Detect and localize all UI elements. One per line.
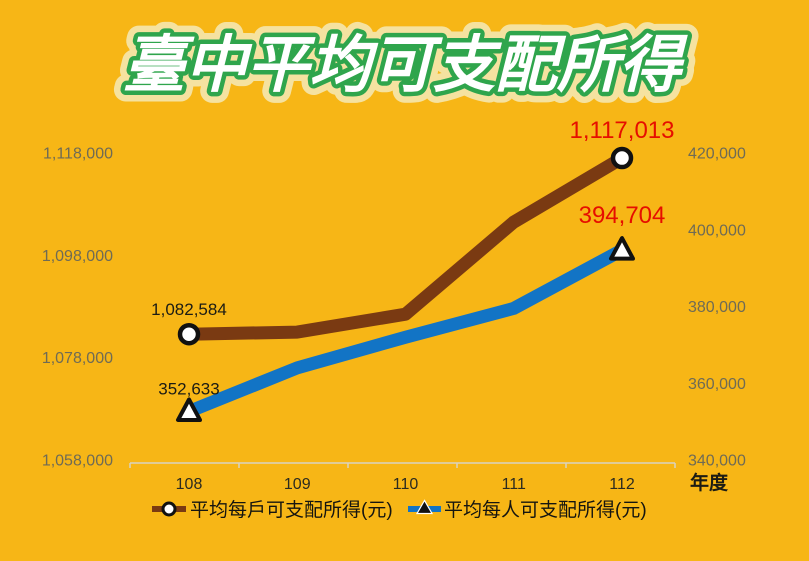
left-axis-tick-label: 1,098,000 — [42, 248, 113, 265]
left-axis-tick-label: 1,078,000 — [42, 350, 113, 367]
series-line-0 — [182, 151, 629, 341]
data-point-triangle-marker — [176, 397, 202, 422]
right-axis-tick-label: 340,000 — [688, 453, 746, 470]
legend-triangle-marker-icon — [415, 499, 434, 515]
data-point-circle-marker — [610, 146, 634, 170]
legend-label-per-person: 平均每人可支配所得(元) — [444, 499, 647, 521]
point-label: 394,704 — [579, 202, 666, 229]
x-axis-labels: 108 109 110 111 112 — [176, 476, 635, 493]
legend-label-household: 平均每戶可支配所得(元) — [190, 499, 393, 521]
x-axis-title: 年度 — [690, 471, 729, 494]
point-labels: 1,082,584 1,117,013 352,633 394,704 — [151, 117, 674, 398]
left-axis-tick-label: 1,058,000 — [42, 453, 113, 470]
legend-item-household: 平均每戶可支配所得(元) — [152, 499, 393, 521]
series-markers — [176, 146, 635, 422]
point-label: 1,117,013 — [570, 117, 675, 144]
left-axis-tick-label: 1,118,000 — [43, 146, 113, 163]
left-axis-labels: 1,058,000 1,078,000 1,098,000 1,118,000 — [42, 146, 113, 470]
point-label: 1,082,584 — [151, 300, 227, 319]
x-axis — [129, 462, 676, 468]
right-axis-tick-label: 420,000 — [688, 146, 746, 163]
right-axis-tick-label: 400,000 — [688, 222, 746, 239]
point-label: 352,633 — [158, 380, 219, 399]
series-line-1 — [182, 243, 629, 418]
legend-circle-marker-icon — [161, 501, 177, 517]
x-axis-tick-label: 110 — [393, 476, 419, 493]
data-point-triangle-marker — [609, 236, 635, 261]
series-lines — [182, 151, 629, 418]
x-axis-tick-label: 111 — [502, 476, 526, 493]
x-axis-tick-label: 108 — [176, 476, 203, 493]
legend-item-per-person: 平均每人可支配所得(元) — [408, 499, 647, 521]
x-axis-tick-label: 112 — [609, 476, 635, 493]
x-axis-tick-label: 109 — [284, 476, 311, 493]
data-point-circle-marker — [177, 322, 201, 346]
right-axis-tick-label: 360,000 — [688, 376, 746, 393]
chart-title: 臺中平均可支配所得 — [123, 31, 688, 100]
right-axis-labels: 340,000 360,000 380,000 400,000 420,000 — [688, 146, 746, 470]
chart-title-glow: 臺中平均可支配所得 — [123, 31, 688, 100]
right-axis-tick-label: 380,000 — [688, 299, 746, 316]
legend: 平均每戶可支配所得(元) 平均每人可支配所得(元) — [152, 499, 647, 521]
